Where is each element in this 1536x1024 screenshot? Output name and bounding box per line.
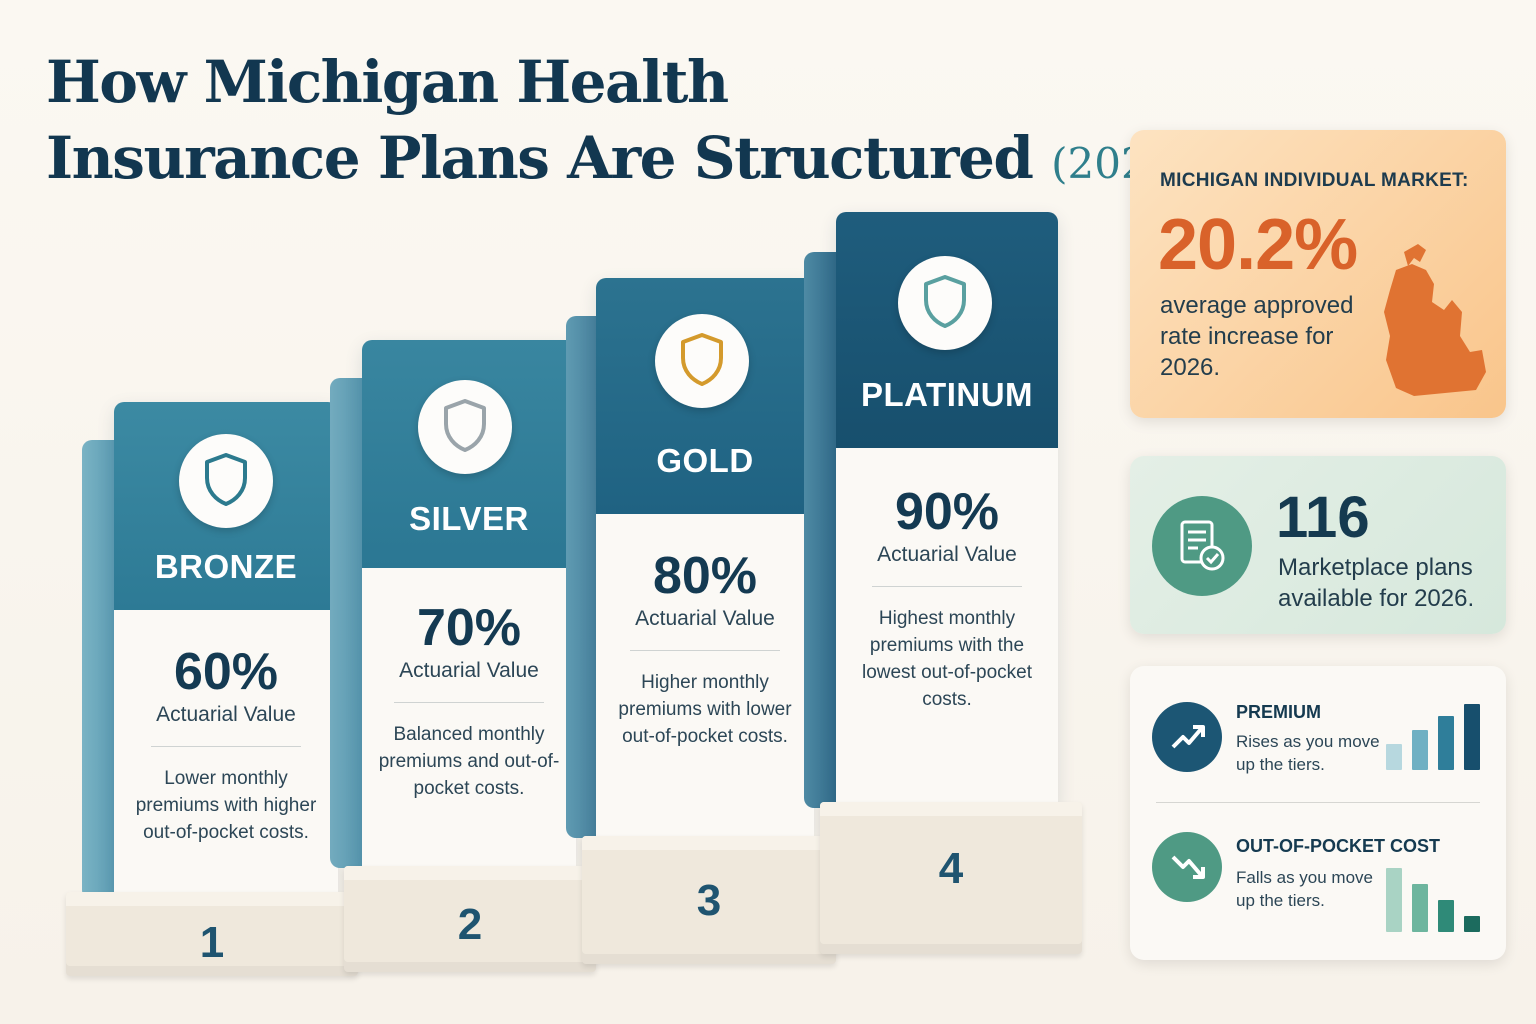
- title-line-1: How Michigan Health: [46, 48, 729, 116]
- tier-gold-percent: 80%: [652, 547, 758, 605]
- premium-title: PREMIUM: [1236, 702, 1321, 722]
- tier-platinum-name: PLATINUM: [860, 376, 1034, 413]
- tier-gold-name: GOLD: [656, 442, 754, 479]
- tier-bronze-value-label: Actuarial Value: [156, 703, 296, 726]
- tier-silver-header: SILVER: [362, 340, 576, 568]
- market-rate-description: average approved rate increase for 2026.: [1160, 292, 1354, 381]
- tier-platinum-base: 4: [820, 802, 1082, 954]
- tier-bronze-header: BRONZE: [114, 402, 338, 610]
- tier-platinum-panel: PLATINUM 90% Actuarial Value Highest mon…: [836, 212, 1058, 808]
- tier-silver-number: 2: [457, 900, 483, 949]
- oop-bar-1: [1386, 868, 1402, 932]
- tier-bronze-name: BRONZE: [154, 548, 298, 585]
- premium-bar-1: [1386, 744, 1402, 770]
- tier-silver-percent: 70%: [416, 599, 522, 657]
- shield-icon: [920, 273, 970, 334]
- tier-platinum-badge: [898, 256, 992, 350]
- tier-platinum-body: 90% Actuarial Value Highest monthly prem…: [836, 448, 1058, 808]
- tier-bronze-body: 60% Actuarial Value Lower monthly premiu…: [114, 610, 338, 900]
- tier-gold-value-label: Actuarial Value: [635, 607, 775, 630]
- premium-bar-3: [1438, 716, 1454, 770]
- tier-silver-side: [330, 378, 364, 868]
- tier-gold-body: 80% Actuarial Value Higher monthly premi…: [596, 514, 814, 838]
- premium-bar-2: [1412, 730, 1428, 770]
- page-title: How Michigan Health Insurance Plans Are …: [46, 44, 1191, 202]
- tier-platinum-side: [804, 252, 840, 808]
- market-label: MICHIGAN INDIVIDUAL MARKET:: [1160, 170, 1469, 191]
- tier-platinum-number: 4: [938, 844, 964, 893]
- tier-bronze-divider: [151, 746, 301, 747]
- tier-gold-number: 3: [696, 876, 722, 925]
- tier-platinum-description: Highest monthly premiums with the lowest…: [861, 608, 1033, 710]
- tier-bronze-number: 1: [199, 918, 225, 967]
- tier-gold-description: Higher monthly premiums with lower out-o…: [618, 672, 792, 747]
- plans-description: Marketplace plans available for 2026.: [1278, 554, 1475, 612]
- tier-gold-header: GOLD: [596, 278, 814, 514]
- marketplace-plans-card: 116 Marketplace plans available for 2026…: [1130, 456, 1506, 634]
- trend-divider: [1156, 802, 1480, 803]
- premium-bar-4: [1464, 704, 1480, 770]
- tier-gold-base: 3: [582, 836, 836, 964]
- tier-bronze-base: 1: [66, 892, 358, 976]
- tier-silver-name: SILVER: [409, 500, 529, 537]
- tier-silver-panel: SILVER 70% Actuarial Value Balanced mont…: [362, 340, 576, 868]
- tier-silver-badge: [418, 380, 512, 474]
- tier-bronze-badge: [179, 434, 273, 528]
- tier-silver-description: Balanced monthly premiums and out-of-poc…: [378, 724, 560, 799]
- shield-icon: [201, 451, 251, 512]
- tier-silver-value-label: Actuarial Value: [399, 659, 539, 682]
- tier-platinum-divider: [872, 586, 1022, 587]
- trend-down-icon: [1152, 832, 1222, 902]
- oop-bar-2: [1412, 884, 1428, 932]
- tier-platinum-value-label: Actuarial Value: [877, 543, 1017, 566]
- out-of-pocket-title: OUT-OF-POCKET COST: [1236, 836, 1440, 856]
- tier-bronze-description: Lower monthly premiums with higher out-o…: [135, 768, 317, 843]
- tier-gold-badge: [655, 314, 749, 408]
- michigan-map-icon: [1374, 240, 1494, 405]
- trend-up-icon: [1152, 702, 1222, 772]
- market-rate-value: 20.2%: [1158, 205, 1358, 285]
- tier-silver-base: 2: [344, 866, 596, 972]
- market-rate-card: MICHIGAN INDIVIDUAL MARKET: 20.2% averag…: [1130, 130, 1506, 418]
- tier-silver-divider: [394, 702, 544, 703]
- document-check-icon: [1152, 496, 1252, 596]
- shield-icon: [440, 397, 490, 458]
- title-line-2: Insurance Plans Are Structured: [46, 124, 1034, 192]
- tier-gold-divider: [630, 650, 780, 651]
- oop-bar-4: [1464, 916, 1480, 932]
- tier-platinum-percent: 90%: [894, 483, 1000, 541]
- shield-icon: [677, 331, 727, 392]
- tier-platinum-header: PLATINUM: [836, 212, 1058, 448]
- tier-silver-body: 70% Actuarial Value Balanced monthly pre…: [362, 568, 576, 868]
- tier-gold-panel: GOLD 80% Actuarial Value Higher monthly …: [596, 278, 814, 838]
- tier-bronze-side: [82, 440, 116, 900]
- tier-bronze-percent: 60%: [173, 643, 279, 701]
- out-of-pocket-description: Falls as you move up the tiers.: [1236, 868, 1373, 910]
- plans-count: 116: [1276, 485, 1370, 550]
- premium-description: Rises as you move up the tiers.: [1236, 732, 1380, 774]
- oop-bar-3: [1438, 900, 1454, 932]
- trend-card: PREMIUM Rises as you move up the tiers. …: [1130, 666, 1506, 960]
- tier-gold-side: [566, 316, 600, 838]
- tier-bronze-panel: BRONZE 60% Actuarial Value Lower monthly…: [114, 402, 338, 900]
